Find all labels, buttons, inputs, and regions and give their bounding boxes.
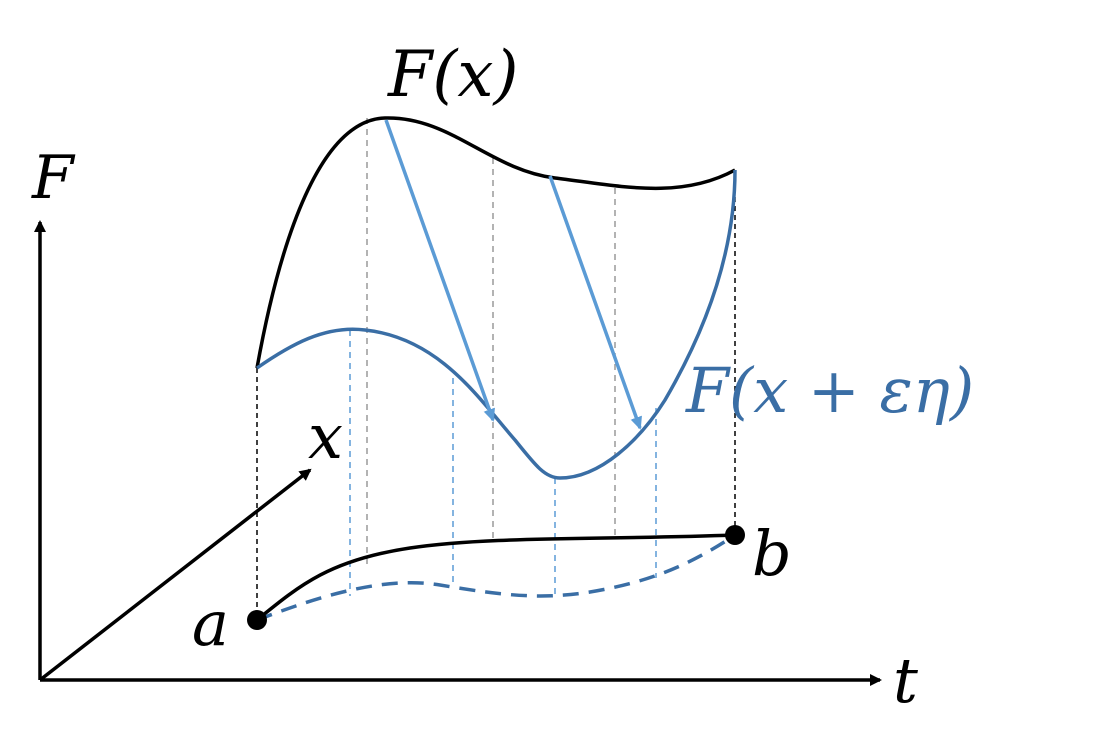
endpoint-a-dot (247, 610, 267, 630)
t-axis-label: t (893, 644, 918, 717)
functional-curve-varied (255, 169, 737, 480)
x-axis-label: x (308, 400, 343, 473)
variation-arrow (384, 119, 495, 422)
path-curve-varied (256, 533, 736, 622)
f-axis-label: F (31, 143, 76, 213)
variation-arrow (548, 175, 642, 430)
endpoint-b-dot (725, 525, 745, 545)
path-curve-original (255, 533, 736, 622)
curve-top-label: F(x) (387, 38, 518, 112)
point-a-label: a (192, 587, 229, 660)
point-b-label: b (752, 517, 792, 590)
curve-varied-label: F(x + εη) (685, 354, 974, 427)
functional-curve-original (255, 116, 736, 369)
x-axis-line (38, 468, 312, 682)
